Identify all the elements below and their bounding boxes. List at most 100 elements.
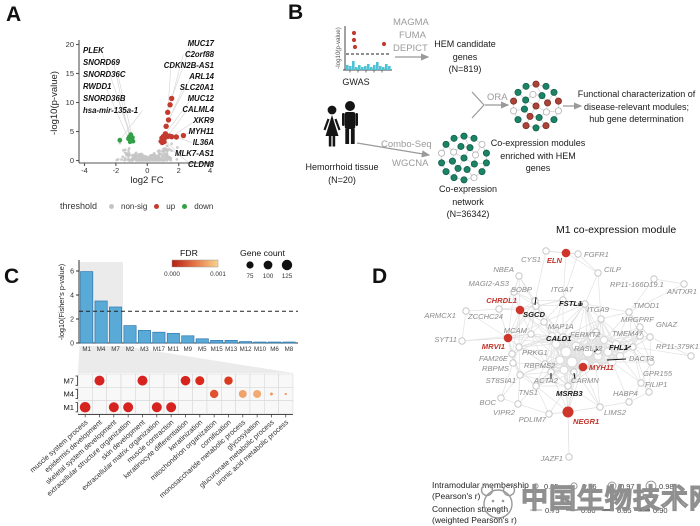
x-tick: 4 <box>208 166 212 175</box>
gene-label: CLDN3 <box>188 160 215 169</box>
gene-label-SYT11: SYT11 <box>434 335 457 344</box>
network-node-ARMCX1 <box>462 307 470 315</box>
network-node-CALD1 <box>559 333 567 341</box>
nonsig-point <box>121 155 125 159</box>
dot-grid-cell <box>120 387 136 401</box>
gene-label-MAGI2-AS3: MAGI2-AS3 <box>468 279 509 288</box>
bar-M2 <box>123 325 137 344</box>
nonsig-point <box>162 149 166 153</box>
nonsig-point <box>126 157 130 160</box>
size-legend-circle-icon <box>570 482 578 490</box>
nonsig-point <box>160 154 164 158</box>
hem-candidate-genes-text: HEM candidate genes (N=819) <box>422 38 508 76</box>
gene-label-FSTL1: FSTL1 <box>559 299 582 308</box>
go-dot <box>238 389 247 398</box>
gene-label-FAM26E: FAM26E <box>479 354 509 363</box>
combo-seq-label: Combo-Seq <box>381 139 432 150</box>
gene-count-size: 100 <box>263 273 274 280</box>
network-node-HABP4 <box>625 398 633 406</box>
bar-x-tick: M11 <box>168 346 180 353</box>
network-node-PDLIM7 <box>545 410 553 418</box>
go-dot <box>270 392 273 396</box>
gene-label: CALML4 <box>182 105 214 114</box>
hem-line3: (N=819) <box>448 64 482 74</box>
volcano-point <box>117 137 123 143</box>
tissue-line1: Hemorrhoid tissue <box>305 162 379 172</box>
y-axis-label: -log10(p-value) <box>49 71 60 135</box>
gene-label-SOBP: SOBP <box>511 285 533 294</box>
gene-label-ITGA7: ITGA7 <box>551 285 574 294</box>
bar-x-tick: M12 <box>240 346 253 353</box>
gene-label-TMOD1: TMOD1 <box>633 301 660 310</box>
gene-label-MAP1A: MAP1A <box>548 322 574 331</box>
bar-x-tick: M7 <box>111 346 120 353</box>
gene-label: hsa-mir-135a-1 <box>83 106 138 115</box>
network-node-GNAZ <box>646 333 654 341</box>
coexpression-network-icon <box>438 132 490 184</box>
gene-label-PDLIM7: PDLIM7 <box>519 415 547 424</box>
nonsig-point <box>175 157 179 161</box>
width-legend-title: Connection strength <box>432 504 508 514</box>
network-node-MRVI1 <box>503 333 513 343</box>
nonsig-point <box>148 157 152 161</box>
gene-count-dot-icon <box>246 261 254 269</box>
y-tick: 15 <box>66 69 74 78</box>
network-node-NEGR1 <box>562 406 574 418</box>
gene-label-LIMS2: LIMS2 <box>604 408 627 417</box>
gene-label-CALD1: CALD1 <box>546 334 571 343</box>
gene-label-GPR155: GPR155 <box>643 369 673 378</box>
gene-count-legend-title: Gene count <box>240 248 286 258</box>
dot-grid-cell <box>278 373 294 388</box>
width-legend-sub: (weighted Pearson's r) <box>432 515 517 525</box>
nonsig-point <box>133 157 136 161</box>
gene-label-GNAZ: GNAZ <box>656 320 677 329</box>
dot-grid-cell <box>135 400 150 415</box>
modules-line2: enriched with HEM <box>500 150 576 161</box>
network-node-FAM26E <box>508 350 516 358</box>
dot-grid-cell <box>163 387 179 401</box>
gwas-ylabel: -log10(p-value) <box>335 27 342 69</box>
nonsig-point <box>156 154 160 157</box>
nonsig-point <box>144 155 148 159</box>
coexp-line1: Co-expression <box>438 184 498 194</box>
bar-M13 <box>224 340 238 344</box>
network-node-BOC <box>497 394 505 402</box>
nonsig-point <box>116 157 120 161</box>
gene-label-NBEA: NBEA <box>493 265 514 274</box>
network-node-ST8SIA1 <box>516 371 524 379</box>
gene-count-dot-icon <box>281 259 293 271</box>
volcano-point <box>163 123 169 129</box>
row-bracket-icon <box>75 375 78 386</box>
nonsig-point <box>165 144 169 148</box>
network-node-FGFR1 <box>574 250 582 258</box>
dot-grid-cell <box>92 400 107 415</box>
volcano-point <box>173 134 180 140</box>
nonsig-point <box>123 148 127 152</box>
nonsig-point <box>127 149 130 153</box>
y-tick: 10 <box>66 98 74 107</box>
network-node-ANTXR1 <box>680 280 688 288</box>
coexpression-network-text: Co-expression network (N=36342) <box>428 183 508 221</box>
volcano-point <box>168 95 175 102</box>
gwas-caption: GWAS <box>336 76 376 89</box>
bar-x-tick: M8 <box>285 346 294 353</box>
network-node-FILIP1 <box>645 388 653 396</box>
gene-label-TMEM47: TMEM47 <box>612 329 644 338</box>
size-legend-value: 0.97 <box>620 482 635 491</box>
gene-label: MUC17 <box>188 39 215 48</box>
x-tick: 2 <box>177 166 181 175</box>
width-legend-value: 0.75 <box>545 506 560 515</box>
magma-label: MAGMA <box>393 17 429 28</box>
bar-M4 <box>94 300 108 344</box>
nonsig-point <box>129 158 133 162</box>
gene-label: PLEK <box>83 46 105 55</box>
dot-grid-cell <box>221 400 236 415</box>
bar-x-tick: M10 <box>254 346 267 353</box>
network-node-RBPMS2 <box>541 360 549 368</box>
modules-enriched-text: Co-expression modules enriched with HEM … <box>478 137 598 175</box>
network-node <box>571 341 581 351</box>
go-dot <box>79 401 91 413</box>
network-node-MSRB3 <box>564 382 572 390</box>
